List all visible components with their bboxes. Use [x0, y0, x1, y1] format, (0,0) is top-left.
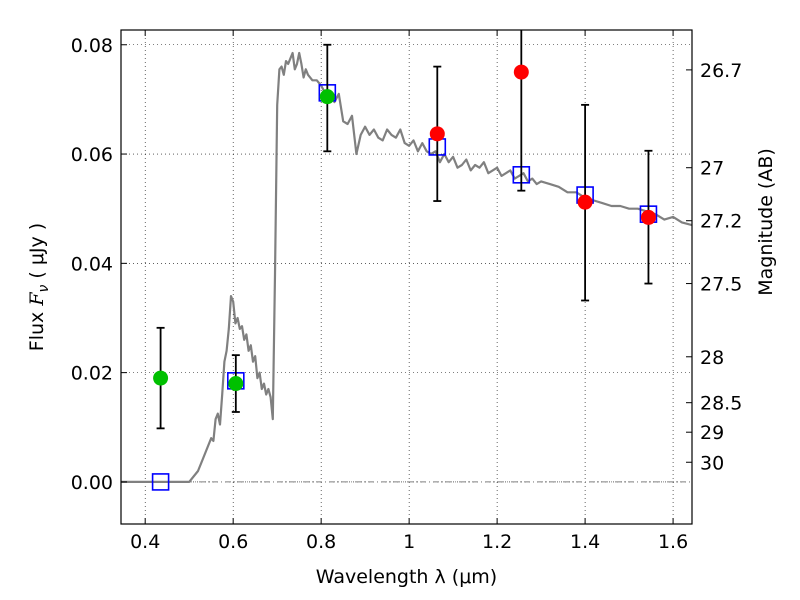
- y-tick-label: 0.02: [71, 363, 113, 385]
- x-axis-label: Wavelength λ (μm): [316, 566, 497, 588]
- y-axis-label-unit: ( μJy ): [26, 223, 48, 285]
- y-axis-label-symbol: F: [26, 292, 48, 307]
- plot-frame: [120, 29, 693, 525]
- x-tick-label: 1.4: [570, 531, 600, 553]
- y-axis-ticks: 0.00 0.02 0.04 0.06 0.08: [71, 35, 127, 494]
- x-tick-label: 1: [403, 531, 415, 553]
- optical-detection-point: [319, 89, 335, 105]
- x-tick-label: 1.6: [658, 531, 688, 553]
- y-axis-label-subscript: ν: [36, 284, 52, 292]
- nir-detection-point: [429, 126, 445, 142]
- x-axis-ticks: 0.4 0.6 0.8 1 1.2 1.4 1.6: [130, 30, 688, 553]
- y-axis-label: Flux Fν ( μJy ): [26, 223, 52, 351]
- x-tick-label: 0.8: [306, 531, 336, 553]
- y2-tick-label: 28: [700, 347, 724, 369]
- model-photometry-square: [151, 473, 170, 491]
- plot-area: [121, 30, 692, 491]
- y2-tick-label: 26.7: [700, 60, 742, 82]
- y-tick-label: 0.00: [71, 472, 113, 494]
- y2-tick-label: 27.2: [700, 211, 742, 233]
- nir-detection-point: [513, 64, 529, 80]
- nir-detection-point: [640, 209, 656, 225]
- y2-tick-label: 28.5: [700, 393, 742, 415]
- y2-axis-ticks: 26.7 27 27.2 27.5 28 28.5 29 30: [686, 60, 742, 474]
- y-tick-label: 0.06: [71, 144, 113, 166]
- series-group: [121, 30, 692, 491]
- nir-detection-point: [577, 194, 593, 210]
- optical-detection-point: [153, 370, 169, 386]
- y2-tick-label: 30: [700, 452, 724, 474]
- optical-detection-point: [228, 376, 244, 392]
- x-tick-label: 0.4: [130, 531, 160, 553]
- x-tick-label: 0.6: [218, 531, 248, 553]
- y2-tick-label: 27.5: [700, 274, 742, 296]
- y-tick-label: 0.08: [71, 35, 113, 57]
- y2-tick-label: 29: [700, 422, 724, 444]
- y2-axis-label: Magnitude (AB): [755, 148, 777, 296]
- x-tick-label: 1.2: [482, 531, 512, 553]
- y2-tick-label: 27: [700, 158, 724, 180]
- y-axis-label-prefix: Flux: [26, 306, 48, 352]
- y-tick-label: 0.04: [71, 253, 113, 275]
